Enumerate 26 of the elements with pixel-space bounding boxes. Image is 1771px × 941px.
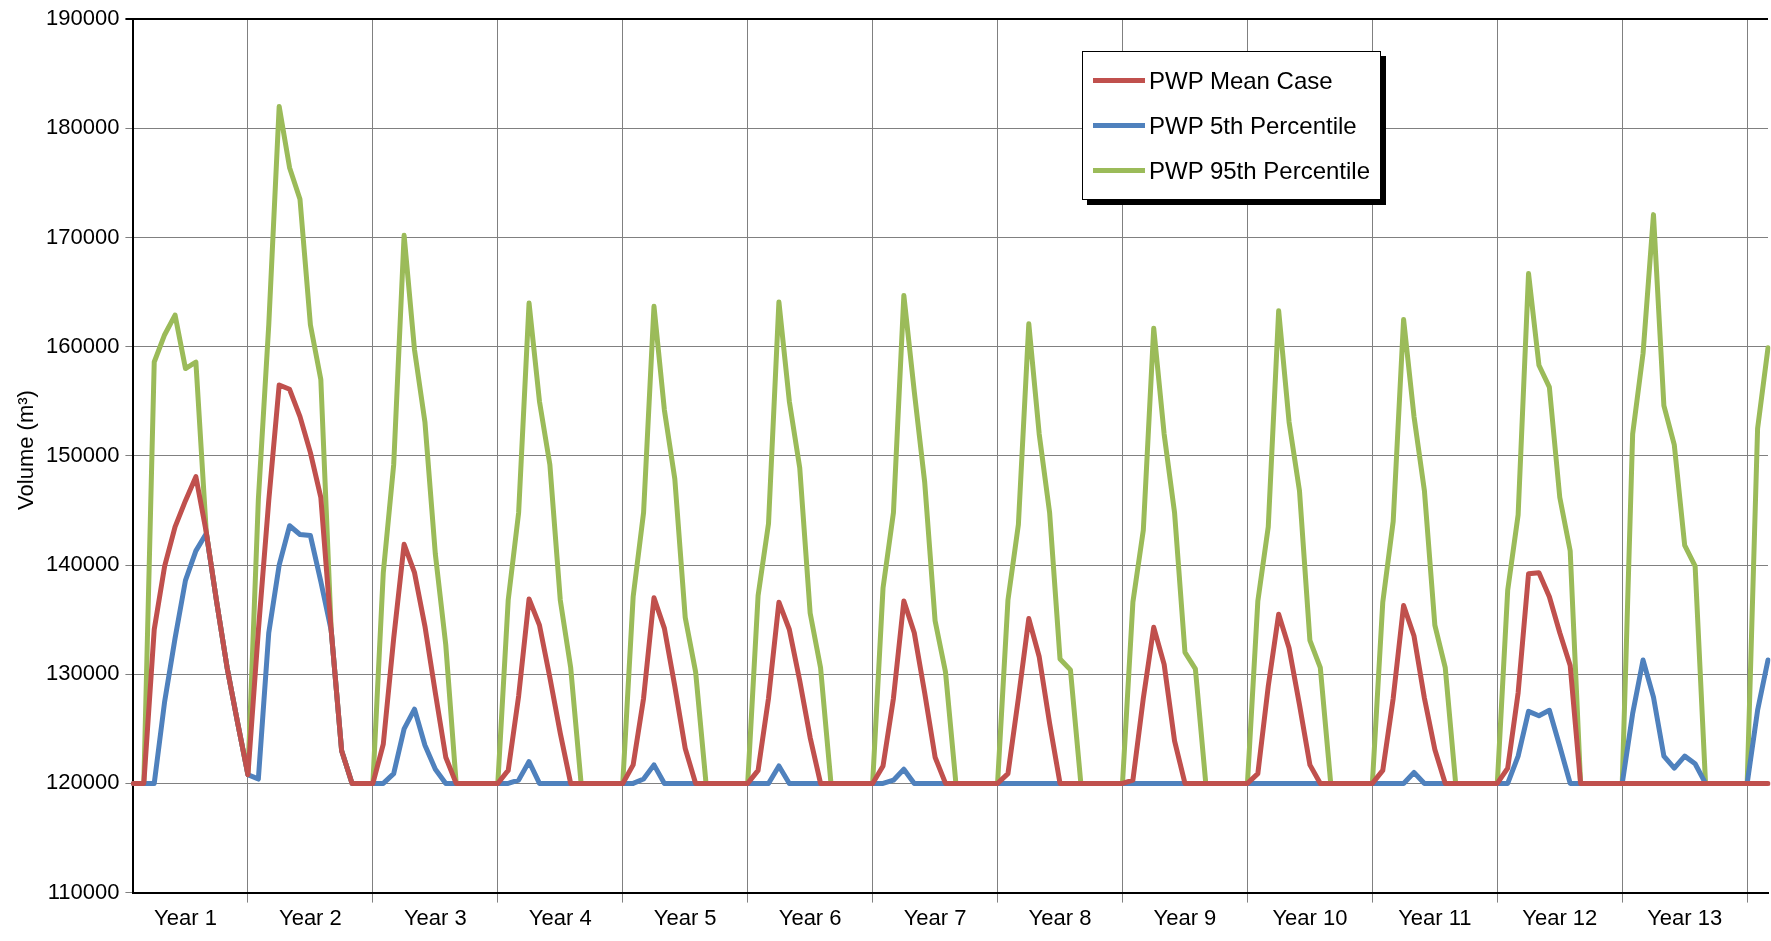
x-tick-label: Year 1: [154, 904, 217, 930]
x-tick-label: Year 10: [1272, 904, 1348, 930]
legend-label: PWP 5th Percentile: [1149, 111, 1357, 140]
x-tick-label: Year 3: [403, 904, 467, 930]
y-tick-label: 130000: [45, 660, 120, 686]
y-axis-title: Volume (m³): [13, 390, 39, 510]
x-tick-label: Year 8: [1028, 904, 1092, 930]
x-tick-label: Year 9: [1153, 904, 1217, 930]
y-tick-label: 170000: [45, 223, 120, 249]
x-tick-label: Year 7: [903, 904, 967, 930]
x-tick-label: Year 12: [1522, 904, 1598, 930]
y-tick-label: 190000: [45, 5, 120, 31]
y-tick-label: 110000: [47, 878, 120, 904]
y-tick-label: 120000: [45, 769, 120, 795]
x-tick-label: Year 2: [279, 904, 342, 930]
y-tick-label: 140000: [45, 551, 120, 577]
x-tick-label: Year 6: [778, 904, 842, 930]
x-tick-label: Year 11: [1398, 904, 1472, 930]
x-tick-label: Year 13: [1647, 904, 1723, 930]
y-tick-label: 180000: [45, 114, 120, 140]
legend-label: PWP Mean Case: [1149, 66, 1333, 95]
x-tick-label: Year 4: [528, 904, 592, 930]
y-tick-label: 150000: [45, 441, 120, 467]
x-tick-label: Year 5: [653, 904, 717, 930]
legend-label: PWP 95th Percentile: [1149, 156, 1371, 185]
y-tick-label: 160000: [45, 332, 120, 358]
